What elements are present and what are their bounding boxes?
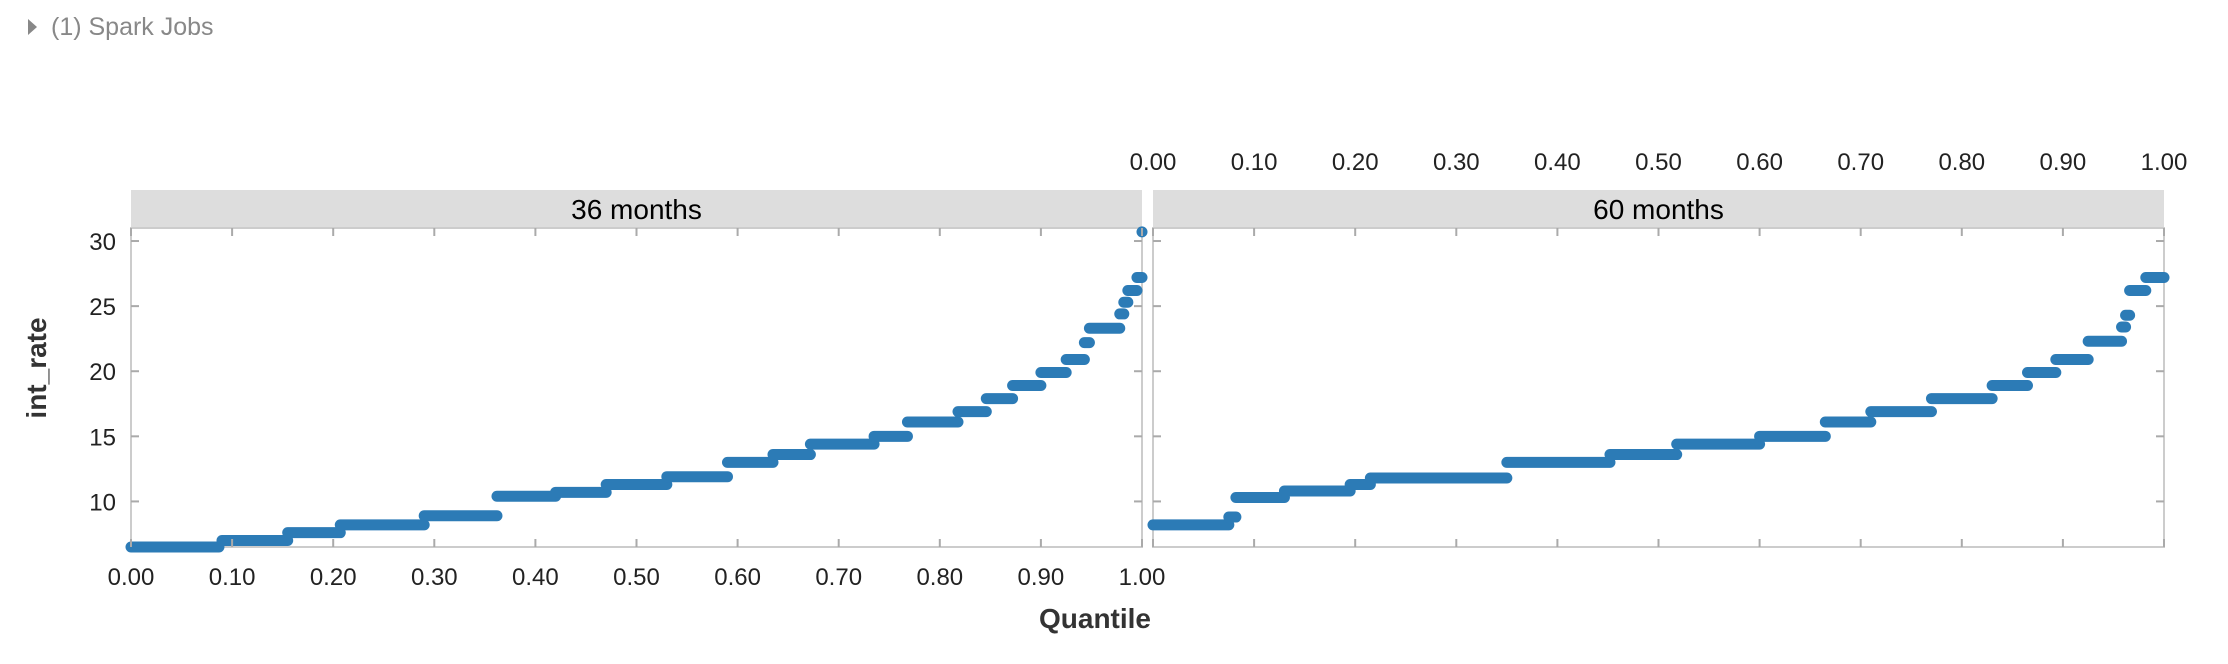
x-tick-label-bottom: 0.90 xyxy=(1018,564,1065,591)
x-tick-label-bottom: 0.40 xyxy=(512,564,559,591)
expand-triangle-icon xyxy=(28,19,37,35)
y-tick-label: 15 xyxy=(89,424,116,451)
x-tick-label-bottom: 0.00 xyxy=(108,564,155,591)
x-tick-label-bottom: 0.60 xyxy=(714,564,761,591)
x-axis-title: Quantile xyxy=(1039,603,1151,634)
axes: 0.00 0.10 0.20 0.30 0.40 0.50 0.60 0.70 0.80 0.90… xyxy=(89,149,2187,591)
x-tick-label-bottom: 0.20 xyxy=(310,564,357,591)
y-tick-label: 30 xyxy=(89,229,116,256)
y-tick-label: 10 xyxy=(89,489,116,516)
x-tick-label-top: 0.50 xyxy=(1635,149,1682,176)
y-tick-label: 25 xyxy=(89,294,116,321)
facet-header-60-months xyxy=(1153,190,2164,228)
marks-36-months xyxy=(125,226,1148,553)
facet-60-months: 60 months xyxy=(1147,190,2170,548)
x-tick-label-bottom: 0.80 xyxy=(916,564,963,591)
y-tick-label: 20 xyxy=(89,359,116,386)
facet-header-36-months xyxy=(131,190,1142,228)
x-tick-label-top: 0.20 xyxy=(1332,149,1379,176)
y-axis-title: int_rate xyxy=(21,317,52,418)
x-tick-label-bottom: 0.50 xyxy=(613,564,660,591)
spark-jobs-toggle[interactable]: (1) Spark Jobs xyxy=(28,12,214,42)
facet-label-36-months: 36 months xyxy=(571,194,702,225)
marks-60-months xyxy=(1147,271,2170,531)
spark-jobs-label: (1) Spark Jobs xyxy=(51,12,214,41)
x-tick-label-bottom: 0.30 xyxy=(411,564,458,591)
x-tick-label-top: 0.00 xyxy=(1130,149,1177,176)
x-tick-label-top: 1.00 xyxy=(2141,149,2188,176)
x-tick-label-top: 0.30 xyxy=(1433,149,1480,176)
x-tick-label-bottom: 0.10 xyxy=(209,564,256,591)
facet-label-60-months: 60 months xyxy=(1593,194,1724,225)
x-tick-label-top: 0.90 xyxy=(2040,149,2087,176)
x-tick-label-bottom: 0.70 xyxy=(815,564,862,591)
x-tick-label-top: 0.60 xyxy=(1736,149,1783,176)
x-tick-label-bottom: 1.00 xyxy=(1119,564,1166,591)
x-tick-label-top: 0.70 xyxy=(1837,149,1884,176)
x-tick-label-top: 0.40 xyxy=(1534,149,1581,176)
facet-36-months: 36 months xyxy=(125,190,1148,553)
plot-frame-36-months xyxy=(130,227,1143,548)
x-tick-label-top: 0.80 xyxy=(1938,149,1985,176)
x-tick-label-top: 0.10 xyxy=(1231,149,1278,176)
